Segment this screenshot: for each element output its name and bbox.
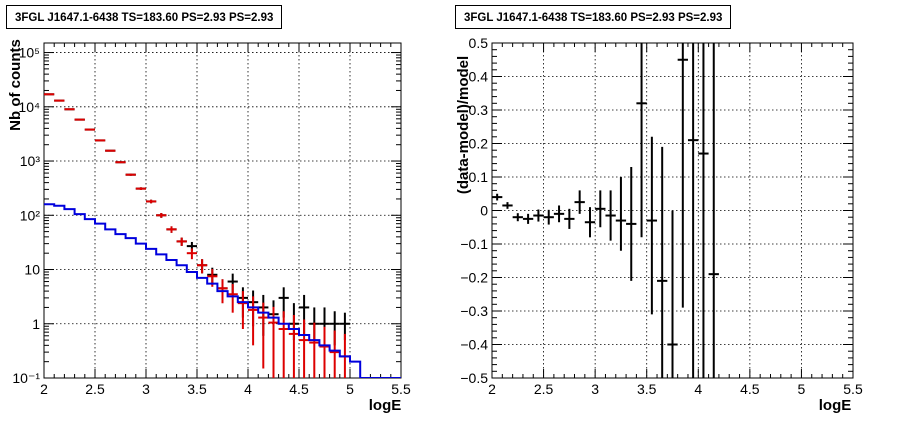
x-tick-label: 3.5 <box>637 381 657 397</box>
y-tick-label: 0.1 <box>469 169 489 185</box>
y-tick-label: 10⁵ <box>19 45 40 61</box>
x-tick-label: 2.5 <box>534 381 554 397</box>
y-tick-label: 1 <box>32 316 40 332</box>
x-tick-label: 4 <box>694 381 702 397</box>
x-tick-label: 3 <box>142 381 150 397</box>
series-layer-right <box>492 43 719 378</box>
x-tick-label: 2.5 <box>85 381 105 397</box>
x-tick-label: 3.5 <box>187 381 207 397</box>
y-tick-label: −0.3 <box>460 303 488 319</box>
chart-title-left: 3FGL J1647.1-6438 TS=183.60 PS=2.93 PS=2… <box>6 5 283 29</box>
x-tick-label: 4.5 <box>289 381 309 397</box>
x-tick-label: 5.5 <box>391 381 411 397</box>
y-tick-label: 10⁴ <box>18 99 40 115</box>
x-tick-label: 5 <box>346 381 354 397</box>
x-tick-label: 4.5 <box>740 381 760 397</box>
x-tick-label: 4 <box>244 381 252 397</box>
x-tick-label: 2 <box>488 381 496 397</box>
y-tick-label: 0.5 <box>469 35 489 51</box>
y-tick-label: 10⁻¹ <box>12 370 40 386</box>
x-tick-label: 3 <box>591 381 599 397</box>
y-tick-label: −0.5 <box>460 370 488 386</box>
y-tick-label: 0.3 <box>469 102 489 118</box>
model-step-line <box>44 203 401 378</box>
y-tick-label: 0 <box>480 203 488 219</box>
x-tick-label: 5 <box>798 381 806 397</box>
series-layer-left <box>44 93 401 378</box>
y-tick-label: 10 <box>24 262 40 278</box>
y-axis-label: (data-model)/model <box>455 56 472 194</box>
y-tick-label: −0.1 <box>460 236 488 252</box>
y-tick-label: −0.4 <box>460 337 488 353</box>
y-tick-label: 10² <box>20 207 41 223</box>
plot-frame <box>43 42 402 379</box>
y-tick-label: 0.4 <box>469 69 489 85</box>
plot-left: 2 2.5 3 3.5 4 4.5 5 5.5 10⁻¹ 1 10 10² 10³ 10⁴ 10⁵ logE N… <box>7 39 411 414</box>
x-tick-label: 5.5 <box>843 381 863 397</box>
chart-title-right: 3FGL J1647.1-6438 TS=183.60 PS=2.93 PS=2… <box>455 5 732 29</box>
y-tick-label: −0.2 <box>460 270 488 286</box>
y-tick-label: 10³ <box>20 153 41 169</box>
x-axis-label: logE <box>369 397 402 414</box>
x-axis-label: logE <box>819 397 852 414</box>
plot-right: 2 2.5 3 3.5 4 4.5 5 5.5 −0.5 −0.4 −0.3 −0.2 −0.1 0 0.1… <box>455 35 863 414</box>
y-axis-label: Nb of counts <box>7 39 24 131</box>
y-tick-label: 0.2 <box>469 136 489 152</box>
x-tick-label: 2 <box>40 381 48 397</box>
